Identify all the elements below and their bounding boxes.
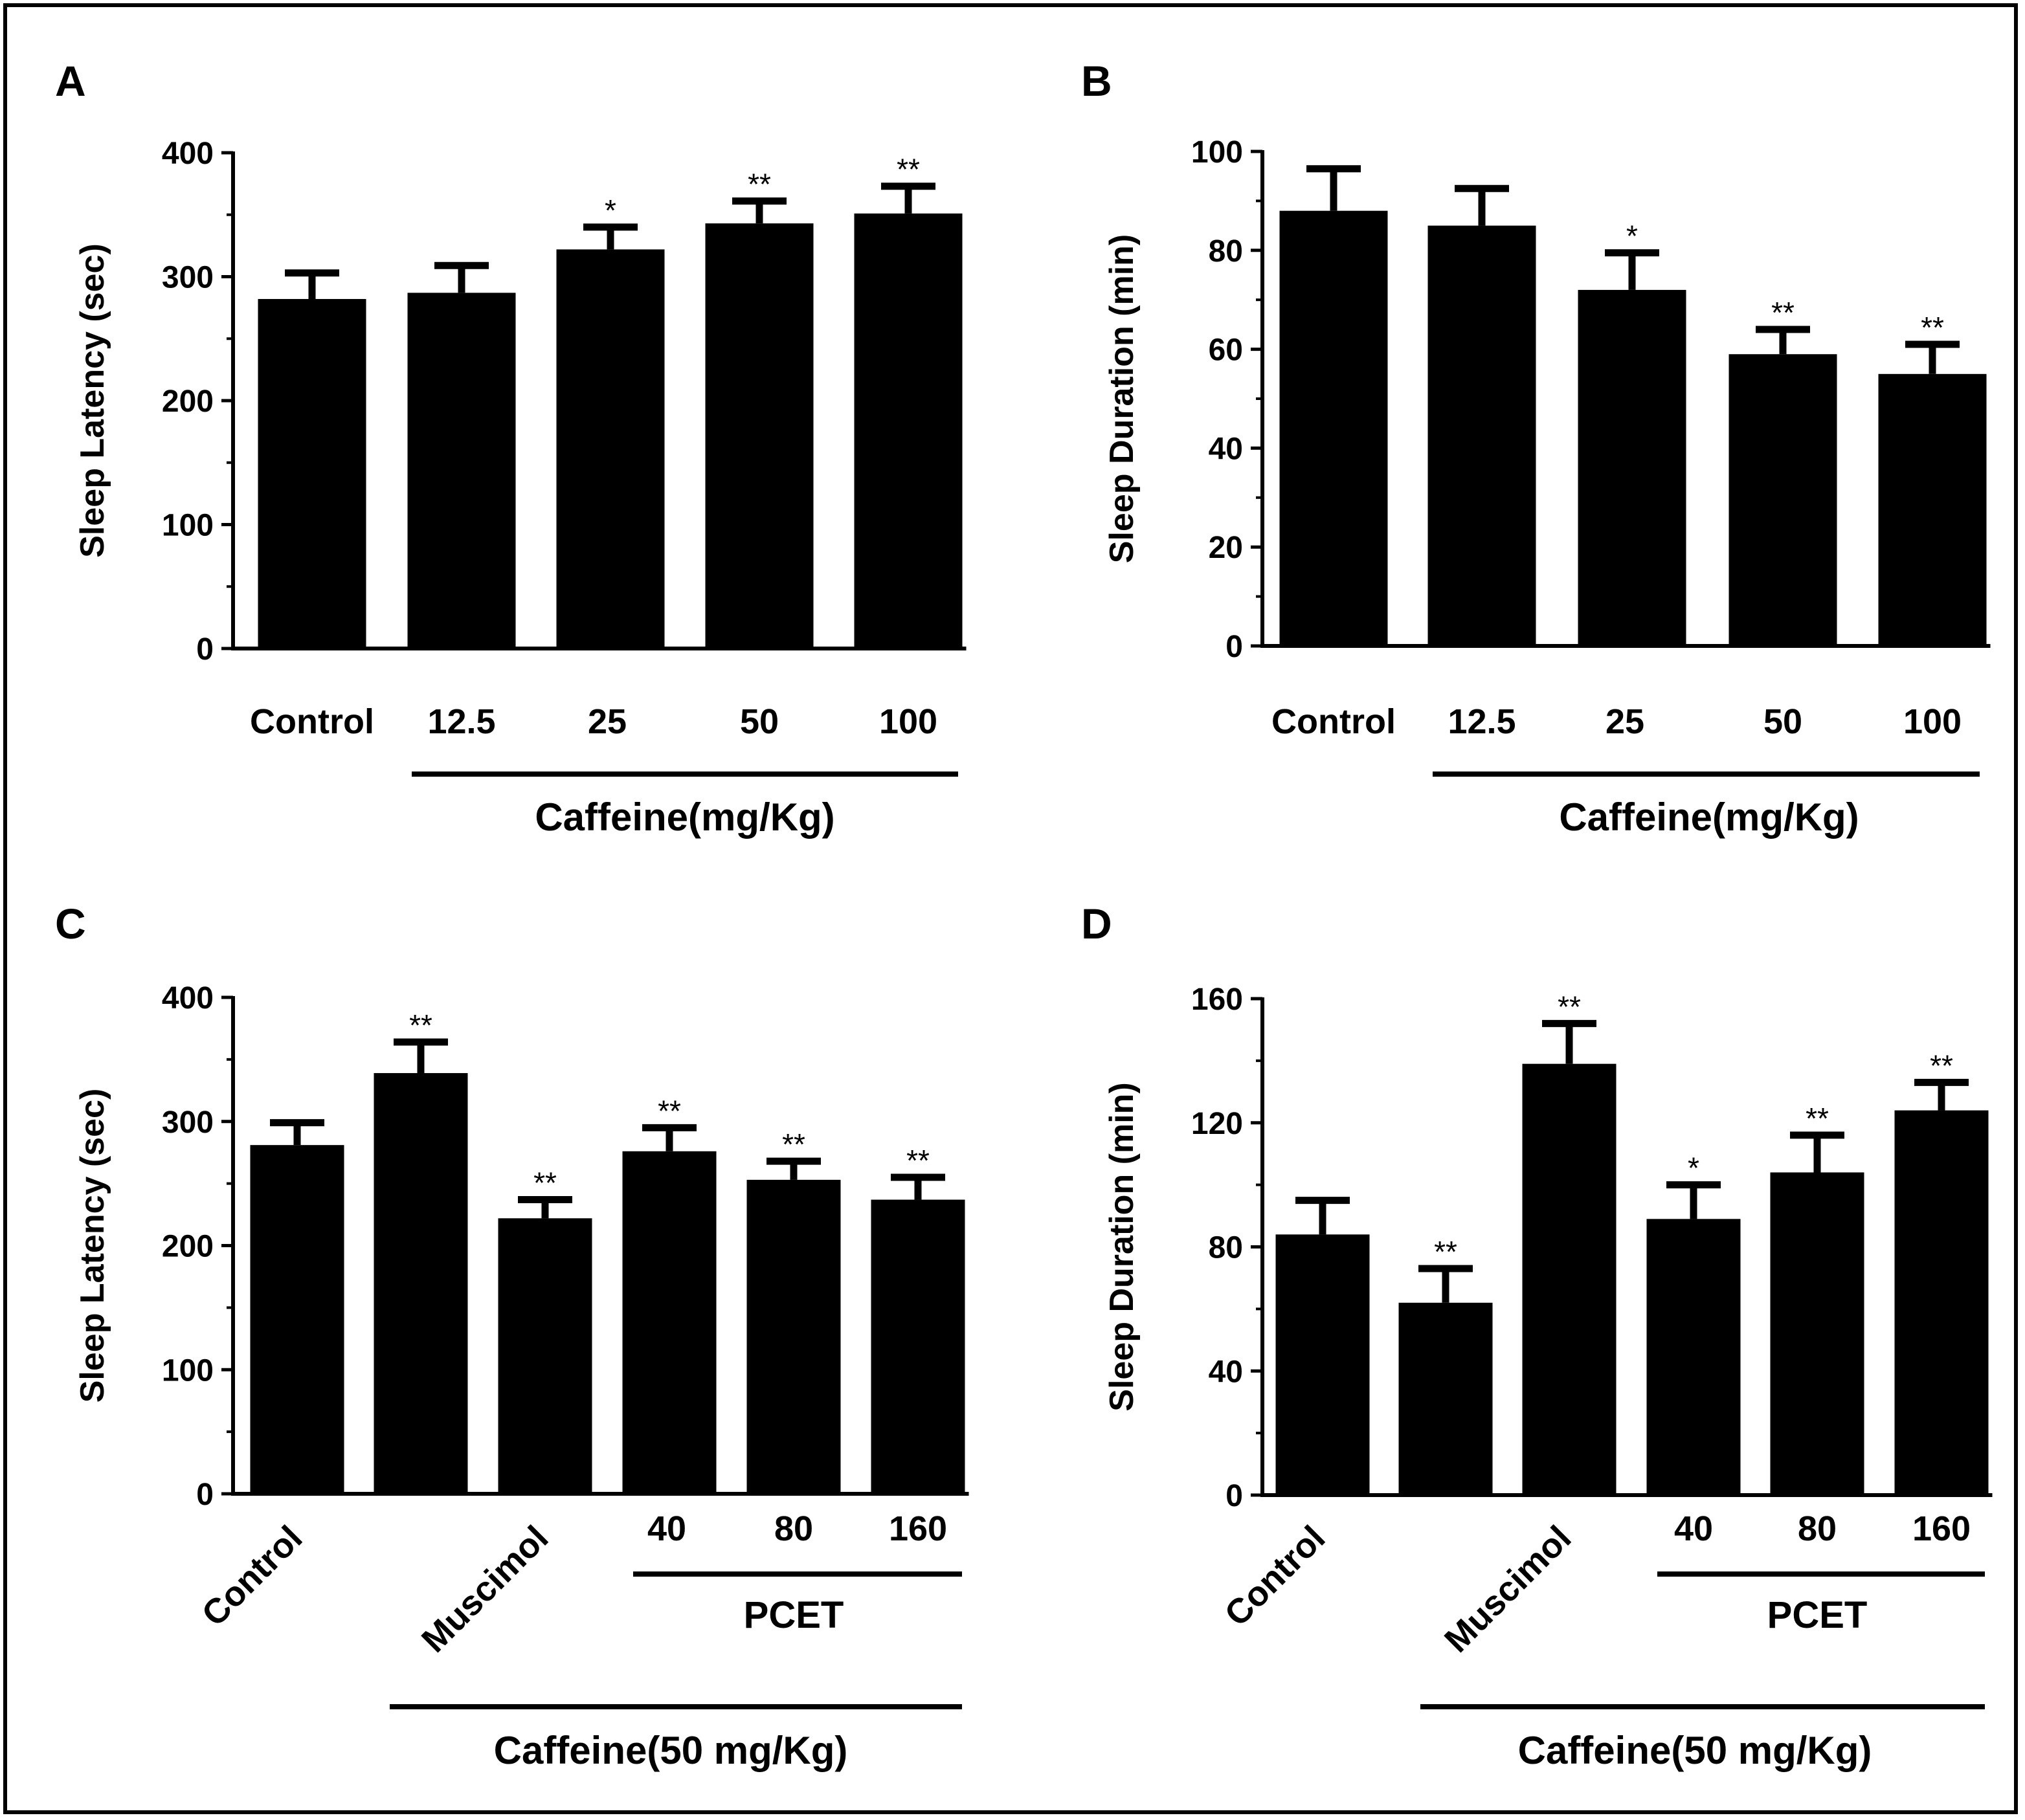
y-tick-label: 60 (1209, 333, 1243, 368)
bar (1578, 289, 1686, 646)
subgroup-label: PCET (1767, 1594, 1868, 1636)
significance-mark: ** (533, 1166, 557, 1200)
x-tick-label: Control (1271, 702, 1396, 741)
significance-mark: ** (748, 168, 771, 201)
y-tick-label: 120 (1191, 1107, 1243, 1141)
bar (1878, 373, 1987, 646)
y-tick-label: 200 (162, 384, 214, 419)
y-tick-label: 80 (1209, 234, 1243, 269)
x-tick-label: Control (250, 702, 374, 741)
x-tick-label: 100 (1903, 702, 1962, 741)
bar (1729, 354, 1837, 646)
significance-mark: * (1688, 1151, 1699, 1185)
bar (746, 1179, 841, 1494)
significance-mark: ** (658, 1094, 681, 1127)
bar (1275, 1234, 1370, 1495)
significance-mark: * (1626, 219, 1638, 253)
y-tick-label: 20 (1209, 531, 1243, 565)
significance-mark: ** (1921, 311, 1944, 344)
bar (374, 1072, 468, 1494)
panel-label: C (55, 900, 86, 948)
y-tick-label: 80 (1209, 1231, 1243, 1265)
y-axis-label: Sleep Duration (min) (1103, 1082, 1141, 1411)
x-tick-label: 25 (588, 702, 627, 741)
bar (1279, 210, 1388, 646)
panel-c: C 0 100 200 300 400 Sleep Latency (sec) ** ** ** *… (55, 900, 969, 1772)
x-tick-label: 40 (1674, 1509, 1713, 1548)
x-tick-label: 100 (879, 702, 937, 741)
bar (854, 213, 963, 649)
panel-label: A (55, 57, 86, 105)
significance-mark: * (605, 194, 616, 227)
x-tick-label: 50 (740, 702, 779, 741)
bar (1427, 225, 1536, 647)
y-tick-label: 100 (162, 509, 214, 543)
group-label: Caffeine(50 mg/Kg) (1518, 1729, 1872, 1772)
x-tick-label: 160 (1912, 1509, 1971, 1548)
y-tick-label: 0 (1225, 1479, 1243, 1513)
bar (1894, 1110, 1989, 1495)
significance-mark: ** (409, 1008, 432, 1042)
x-tick-label: 12.5 (427, 702, 495, 741)
y-axis-label: Sleep Latency (sec) (74, 1089, 111, 1403)
panel-label: D (1081, 900, 1112, 948)
group-label: Caffeine(mg/Kg) (535, 795, 834, 839)
significance-mark: ** (1930, 1049, 1953, 1082)
x-tick-label: 80 (1798, 1509, 1837, 1548)
y-tick-label: 400 (162, 137, 214, 171)
x-tick-label: 25 (1605, 702, 1644, 741)
y-tick-label: 40 (1209, 1355, 1243, 1389)
bar (622, 1151, 717, 1494)
x-tick-label: 50 (1763, 702, 1802, 741)
bar (250, 1145, 344, 1494)
bar (1398, 1302, 1493, 1495)
y-tick-label: 100 (162, 1353, 214, 1388)
significance-mark: ** (897, 153, 920, 186)
significance-mark: ** (906, 1144, 930, 1177)
significance-mark: ** (1434, 1235, 1457, 1269)
bar (1522, 1063, 1617, 1495)
group-label: Caffeine(50 mg/Kg) (494, 1729, 848, 1772)
subgroup-label: PCET (744, 1594, 844, 1636)
bar (871, 1199, 965, 1494)
y-tick-label: 0 (1225, 630, 1243, 664)
x-tick-label: 40 (647, 1509, 686, 1548)
group-label: Caffeine(mg/Kg) (1559, 795, 1859, 839)
bar (556, 249, 665, 649)
significance-mark: ** (782, 1127, 805, 1161)
y-axis-label: Sleep Duration (min) (1103, 234, 1141, 563)
y-tick-label: 40 (1209, 432, 1243, 466)
y-tick-label: 400 (162, 981, 214, 1015)
significance-mark: ** (1558, 990, 1581, 1023)
significance-mark: ** (1806, 1102, 1829, 1135)
x-tick-label: 80 (774, 1509, 813, 1548)
bar (258, 298, 366, 649)
y-tick-label: 300 (162, 261, 214, 295)
y-axis-label: Sleep Latency (sec) (74, 243, 111, 558)
panel-label: B (1081, 57, 1112, 105)
bar (1646, 1219, 1741, 1495)
bar (407, 293, 516, 649)
x-tick-label: 12.5 (1448, 702, 1516, 741)
y-tick-label: 300 (162, 1105, 214, 1140)
y-tick-label: 200 (162, 1230, 214, 1264)
y-tick-label: 100 (1191, 135, 1243, 170)
significance-mark: ** (1771, 296, 1795, 329)
y-tick-label: 0 (196, 1478, 214, 1512)
y-tick-label: 0 (196, 632, 214, 667)
bar (705, 223, 814, 649)
y-tick-label: 160 (1191, 982, 1243, 1017)
bar (498, 1218, 592, 1494)
bar (1770, 1172, 1864, 1495)
x-tick-label: 160 (889, 1509, 947, 1548)
